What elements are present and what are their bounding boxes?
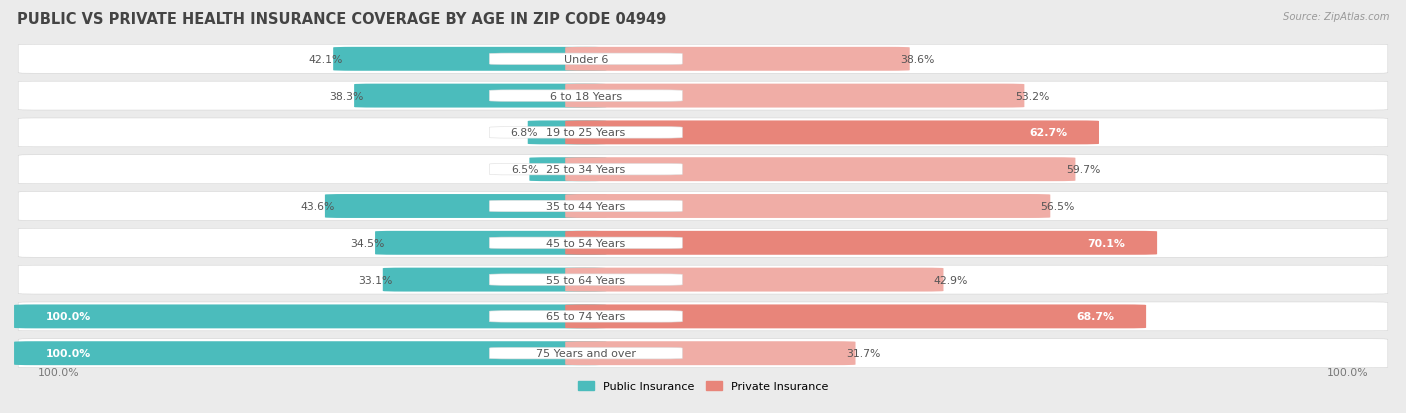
- FancyBboxPatch shape: [354, 84, 606, 108]
- Text: 38.3%: 38.3%: [329, 91, 364, 101]
- Text: 35 to 44 Years: 35 to 44 Years: [547, 202, 626, 211]
- Text: 42.1%: 42.1%: [308, 55, 343, 65]
- Text: 100.0%: 100.0%: [1327, 367, 1368, 377]
- Text: 25 to 34 Years: 25 to 34 Years: [547, 165, 626, 175]
- FancyBboxPatch shape: [565, 268, 943, 292]
- Text: 100.0%: 100.0%: [38, 367, 79, 377]
- FancyBboxPatch shape: [565, 342, 855, 365]
- Text: 19 to 25 Years: 19 to 25 Years: [547, 128, 626, 138]
- Text: 34.5%: 34.5%: [350, 238, 385, 248]
- FancyBboxPatch shape: [18, 192, 1388, 221]
- FancyBboxPatch shape: [325, 195, 606, 218]
- FancyBboxPatch shape: [565, 121, 1099, 145]
- FancyBboxPatch shape: [14, 342, 606, 365]
- FancyBboxPatch shape: [18, 339, 1388, 368]
- FancyBboxPatch shape: [489, 311, 682, 322]
- FancyBboxPatch shape: [565, 158, 1076, 182]
- Text: Source: ZipAtlas.com: Source: ZipAtlas.com: [1282, 12, 1389, 22]
- Text: 56.5%: 56.5%: [1040, 202, 1076, 211]
- Text: 68.7%: 68.7%: [1077, 312, 1115, 322]
- Text: PUBLIC VS PRIVATE HEALTH INSURANCE COVERAGE BY AGE IN ZIP CODE 04949: PUBLIC VS PRIVATE HEALTH INSURANCE COVER…: [17, 12, 666, 27]
- FancyBboxPatch shape: [530, 158, 606, 182]
- FancyBboxPatch shape: [565, 84, 1025, 108]
- FancyBboxPatch shape: [382, 268, 606, 292]
- Text: 59.7%: 59.7%: [1066, 165, 1099, 175]
- FancyBboxPatch shape: [527, 121, 606, 145]
- Text: 6 to 18 Years: 6 to 18 Years: [550, 91, 621, 101]
- FancyBboxPatch shape: [565, 48, 910, 71]
- Text: 45 to 54 Years: 45 to 54 Years: [547, 238, 626, 248]
- Text: 70.1%: 70.1%: [1088, 238, 1125, 248]
- Text: 6.5%: 6.5%: [512, 165, 538, 175]
- FancyBboxPatch shape: [18, 45, 1388, 74]
- Text: 33.1%: 33.1%: [359, 275, 392, 285]
- Text: 75 Years and over: 75 Years and over: [536, 348, 636, 358]
- FancyBboxPatch shape: [565, 305, 1146, 329]
- Text: 31.7%: 31.7%: [846, 348, 880, 358]
- FancyBboxPatch shape: [489, 164, 682, 176]
- FancyBboxPatch shape: [18, 302, 1388, 331]
- FancyBboxPatch shape: [489, 237, 682, 249]
- Text: 62.7%: 62.7%: [1029, 128, 1067, 138]
- Text: 43.6%: 43.6%: [299, 202, 335, 211]
- FancyBboxPatch shape: [18, 155, 1388, 184]
- FancyBboxPatch shape: [489, 54, 682, 65]
- FancyBboxPatch shape: [565, 195, 1050, 218]
- FancyBboxPatch shape: [489, 348, 682, 359]
- FancyBboxPatch shape: [14, 305, 606, 329]
- Text: 100.0%: 100.0%: [46, 312, 91, 322]
- FancyBboxPatch shape: [489, 201, 682, 212]
- Text: 53.2%: 53.2%: [1015, 91, 1049, 101]
- Text: 55 to 64 Years: 55 to 64 Years: [547, 275, 626, 285]
- FancyBboxPatch shape: [489, 274, 682, 286]
- FancyBboxPatch shape: [375, 231, 606, 255]
- Text: 6.8%: 6.8%: [510, 128, 537, 138]
- Text: 100.0%: 100.0%: [46, 348, 91, 358]
- FancyBboxPatch shape: [489, 127, 682, 139]
- Text: 65 to 74 Years: 65 to 74 Years: [547, 312, 626, 322]
- FancyBboxPatch shape: [489, 91, 682, 102]
- FancyBboxPatch shape: [18, 229, 1388, 258]
- FancyBboxPatch shape: [333, 48, 606, 71]
- Text: 38.6%: 38.6%: [900, 55, 935, 65]
- FancyBboxPatch shape: [18, 266, 1388, 294]
- Text: 42.9%: 42.9%: [934, 275, 969, 285]
- Text: Under 6: Under 6: [564, 55, 607, 65]
- FancyBboxPatch shape: [18, 119, 1388, 147]
- Legend: Public Insurance, Private Insurance: Public Insurance, Private Insurance: [574, 377, 832, 396]
- FancyBboxPatch shape: [18, 82, 1388, 111]
- FancyBboxPatch shape: [565, 231, 1157, 255]
